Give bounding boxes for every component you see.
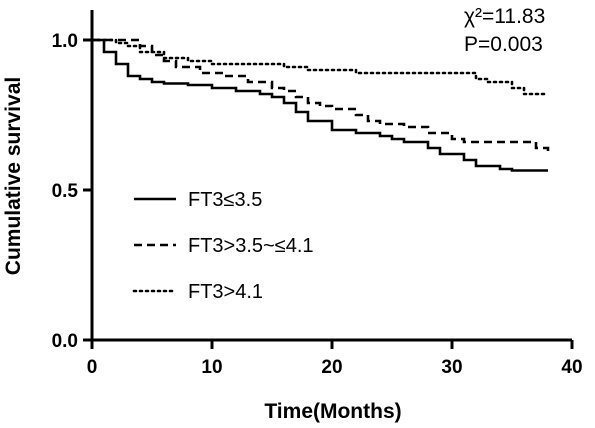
- y-tick-label: 1.0: [52, 31, 78, 52]
- x-axis-title: Time(Months): [264, 400, 401, 423]
- p-value-annotation: P=0.003: [464, 33, 543, 56]
- x-tick-label: 10: [201, 357, 222, 378]
- legend-label-1: FT3≤3.5: [188, 189, 262, 211]
- legend-label-3: FT3>4.1: [188, 281, 263, 303]
- axes: 0 10 20 30 40 0.0 0.5 1.0: [52, 10, 583, 378]
- x-tick-label: 30: [441, 357, 462, 378]
- chi-square-annotation: χ²=11.83: [464, 5, 545, 28]
- series-layer: [90, 38, 550, 172]
- y-tick-label: 0.0: [52, 331, 78, 352]
- x-tick-label: 0: [87, 357, 98, 378]
- survival-curve-3: [90, 38, 550, 96]
- survival-curve-1: [92, 38, 548, 172]
- legend-label-2: FT3>3.5~≤4.1: [188, 235, 314, 257]
- legend: FT3≤3.5 FT3>3.5~≤4.1 FT3>4.1: [132, 189, 314, 303]
- y-tick-label: 0.5: [52, 181, 79, 202]
- y-axis-title: Cumulative survival: [2, 77, 25, 275]
- x-tick-label: 40: [561, 357, 582, 378]
- x-tick-label: 20: [321, 357, 342, 378]
- survival-curve-2: [92, 38, 550, 151]
